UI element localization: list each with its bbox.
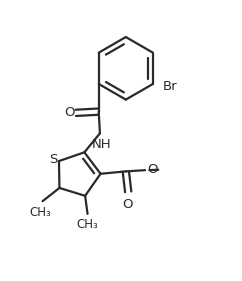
Text: S: S — [49, 153, 57, 166]
Text: O: O — [147, 164, 158, 176]
Text: O: O — [122, 198, 133, 211]
Text: CH₃: CH₃ — [77, 218, 98, 231]
Text: CH₃: CH₃ — [30, 205, 52, 219]
Text: O: O — [65, 106, 75, 119]
Text: Br: Br — [163, 80, 177, 93]
Text: NH: NH — [91, 138, 111, 151]
